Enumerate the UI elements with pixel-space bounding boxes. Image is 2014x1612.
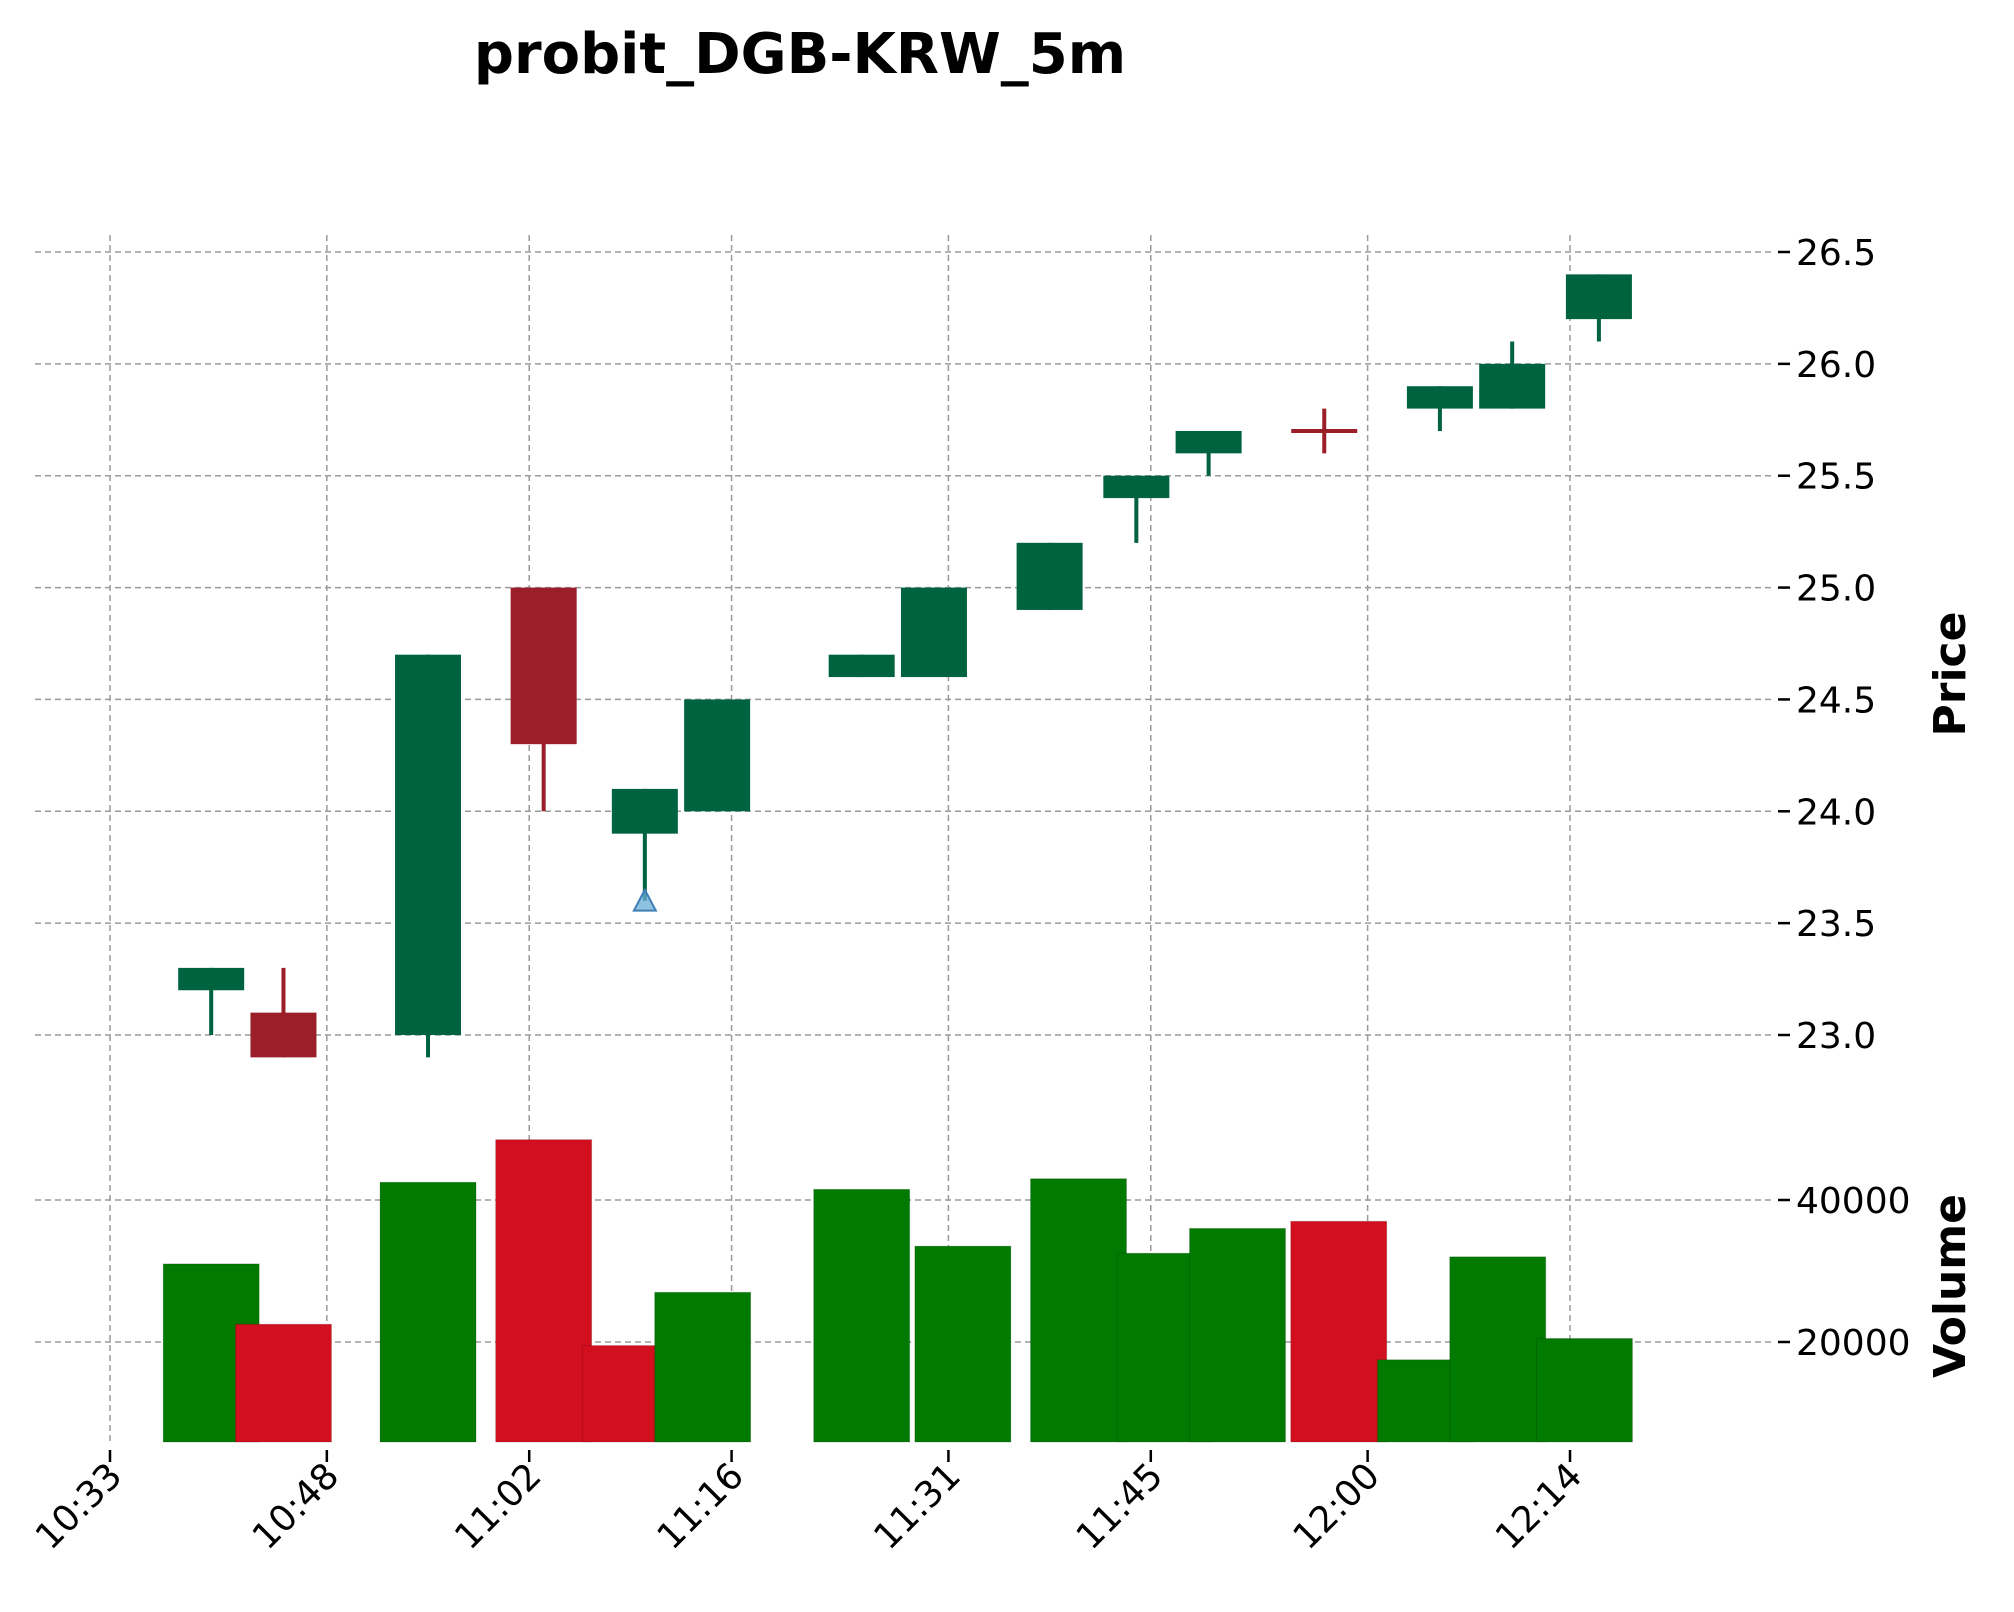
candle-body [395, 654, 462, 1035]
volume-bar [1290, 1220, 1388, 1443]
volume-bar [1030, 1178, 1128, 1443]
price-tick-label: 23.5 [1796, 904, 1876, 945]
volume-tick-label: 20000 [1796, 1323, 1911, 1364]
candle-body [250, 1012, 317, 1058]
volume-bar [654, 1291, 752, 1443]
x-tick-label: 12:00 [1286, 1455, 1388, 1557]
volume-bar [1535, 1337, 1633, 1443]
price-tick-label: 24.5 [1796, 680, 1876, 721]
volume-bar [234, 1323, 332, 1443]
price-tick-label: 24.0 [1796, 792, 1876, 833]
candle-body [611, 788, 678, 834]
x-tick-label: 11:45 [1069, 1455, 1171, 1557]
volume-bar [914, 1245, 1012, 1443]
volume-bars-layer [162, 1139, 1633, 1443]
price-tick-label: 26.5 [1796, 233, 1876, 274]
candle-body [178, 967, 245, 991]
x-tick-label: 11:16 [650, 1455, 752, 1557]
volume-bar [495, 1139, 593, 1443]
x-tick-label: 10:33 [28, 1455, 130, 1557]
candle-body [828, 654, 895, 678]
volume-bar [1189, 1227, 1287, 1443]
x-tick-label: 12:14 [1488, 1455, 1590, 1557]
grid-lines [35, 235, 1775, 1442]
candle-body [1406, 386, 1473, 409]
volume-bar [379, 1181, 477, 1443]
x-tick-label: 11:02 [447, 1455, 549, 1557]
candle-body [1103, 475, 1170, 499]
candles-layer [178, 274, 1632, 1058]
volume-bar [813, 1188, 911, 1443]
candle-body [1175, 430, 1242, 454]
candle-body [1565, 274, 1632, 320]
candle-body [1479, 363, 1546, 409]
candle-body [684, 699, 751, 812]
price-axis-label: Price [1925, 612, 1976, 737]
x-tick-label: 10:48 [245, 1455, 347, 1557]
volume-bar [1449, 1256, 1547, 1443]
volume-tick-label: 40000 [1796, 1181, 1911, 1222]
price-tick-label: 26.0 [1796, 345, 1876, 386]
volume-axis-label: Volume [1925, 1194, 1976, 1378]
candle-body [510, 587, 577, 745]
markers-layer [632, 887, 658, 912]
buy-marker [632, 887, 658, 912]
price-tick-label: 23.0 [1796, 1016, 1876, 1057]
price-tick-label: 25.5 [1796, 457, 1876, 498]
chart-title: probit_DGB-KRW_5m [473, 22, 1127, 87]
candle-body [1016, 542, 1083, 610]
price-tick-label: 25.0 [1796, 569, 1876, 610]
candle-body [900, 587, 967, 678]
x-tick-label: 11:31 [866, 1455, 968, 1557]
